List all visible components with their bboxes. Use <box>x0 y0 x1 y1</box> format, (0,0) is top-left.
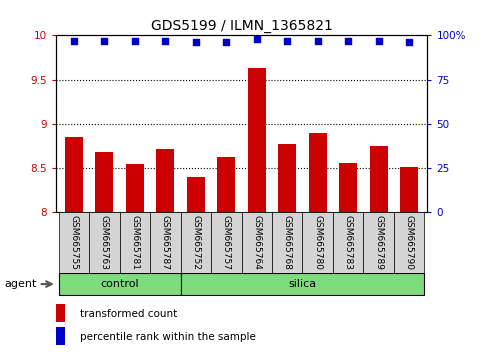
Point <box>314 38 322 44</box>
Text: GSM665783: GSM665783 <box>344 215 353 270</box>
Bar <box>278 144 297 354</box>
Text: transformed count: transformed count <box>80 308 177 319</box>
Bar <box>339 163 357 354</box>
Text: GSM665763: GSM665763 <box>100 215 109 270</box>
Bar <box>272 212 302 273</box>
Bar <box>211 212 242 273</box>
Bar <box>186 177 205 354</box>
Bar <box>242 212 272 273</box>
Bar <box>363 212 394 273</box>
Bar <box>333 212 363 273</box>
Bar <box>58 212 89 273</box>
Text: GSM665764: GSM665764 <box>252 215 261 270</box>
Point <box>70 38 78 44</box>
Text: GSM665757: GSM665757 <box>222 215 231 270</box>
Bar <box>150 212 181 273</box>
Point <box>100 38 108 44</box>
Bar <box>56 304 65 322</box>
Text: GSM665780: GSM665780 <box>313 215 322 270</box>
Bar <box>95 152 114 354</box>
Point <box>192 40 199 45</box>
Point <box>222 40 230 45</box>
Text: agent: agent <box>5 279 37 289</box>
Bar <box>400 167 418 354</box>
Text: control: control <box>100 279 139 289</box>
Bar <box>302 212 333 273</box>
Title: GDS5199 / ILMN_1365821: GDS5199 / ILMN_1365821 <box>151 19 332 33</box>
Bar <box>156 149 174 354</box>
Bar <box>181 273 425 295</box>
Text: GSM665768: GSM665768 <box>283 215 292 270</box>
Point <box>131 38 139 44</box>
Point <box>344 38 352 44</box>
Bar <box>248 68 266 354</box>
Bar <box>217 156 235 354</box>
Bar <box>181 212 211 273</box>
Bar <box>89 212 120 273</box>
Text: GSM665789: GSM665789 <box>374 215 383 270</box>
Point <box>253 36 261 42</box>
Bar <box>65 137 83 354</box>
Bar <box>126 164 144 354</box>
Text: percentile rank within the sample: percentile rank within the sample <box>80 332 256 342</box>
Text: GSM665752: GSM665752 <box>191 215 200 270</box>
Point <box>405 40 413 45</box>
Text: GSM665755: GSM665755 <box>70 215 78 270</box>
Bar <box>58 273 181 295</box>
Text: GSM665790: GSM665790 <box>405 215 413 270</box>
Bar <box>369 146 388 354</box>
Bar <box>120 212 150 273</box>
Point <box>161 38 169 44</box>
Bar <box>56 327 65 346</box>
Bar <box>309 133 327 354</box>
Point <box>375 38 383 44</box>
Point <box>284 38 291 44</box>
Text: GSM665787: GSM665787 <box>161 215 170 270</box>
Text: silica: silica <box>288 279 316 289</box>
Bar <box>394 212 425 273</box>
Text: GSM665781: GSM665781 <box>130 215 139 270</box>
